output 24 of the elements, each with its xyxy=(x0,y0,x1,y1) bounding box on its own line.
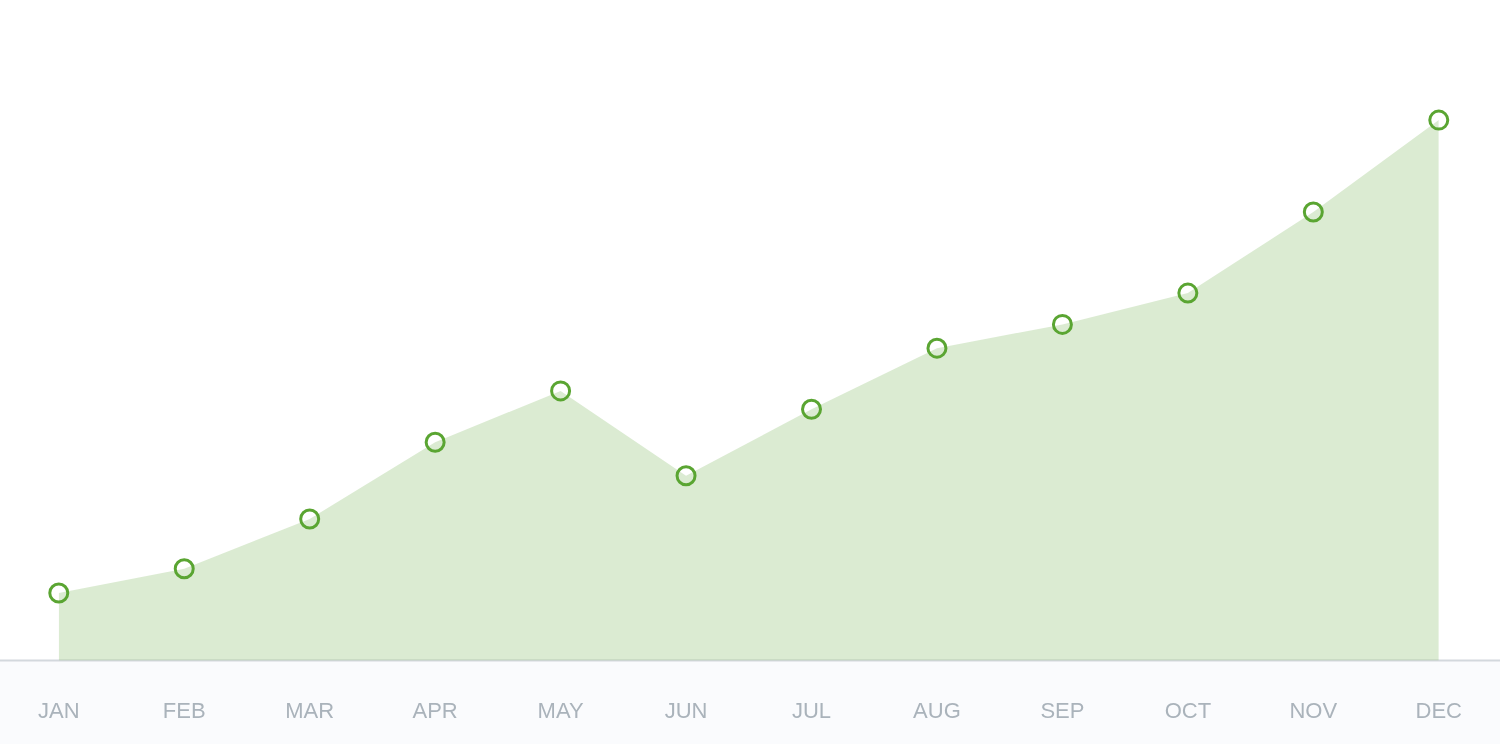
x-tick-label: OCT xyxy=(1164,697,1212,723)
x-tick-label: JUN xyxy=(664,697,708,723)
x-tick-label: FEB xyxy=(162,697,206,723)
point xyxy=(550,380,572,402)
x-tick-label: APR xyxy=(412,697,458,723)
x-tick-label: JAN xyxy=(38,697,80,723)
x-tick-label: MAY xyxy=(537,697,584,723)
point xyxy=(801,398,823,420)
point xyxy=(1428,109,1450,131)
x-tick-label: AUG xyxy=(913,697,961,723)
point xyxy=(1302,201,1324,223)
x-tick-label: SEP xyxy=(1040,697,1085,723)
point xyxy=(1051,313,1073,335)
point xyxy=(424,431,446,453)
point xyxy=(48,582,70,604)
x-tick-label: MAR xyxy=(285,697,335,723)
x-tick-label: NOV xyxy=(1289,697,1338,723)
point xyxy=(173,558,195,580)
point xyxy=(926,337,948,359)
point xyxy=(1177,282,1199,304)
point xyxy=(675,465,697,487)
point xyxy=(299,508,321,530)
x-tick-label: JUL xyxy=(791,697,832,723)
x-tick-label: DEC xyxy=(1415,697,1463,723)
